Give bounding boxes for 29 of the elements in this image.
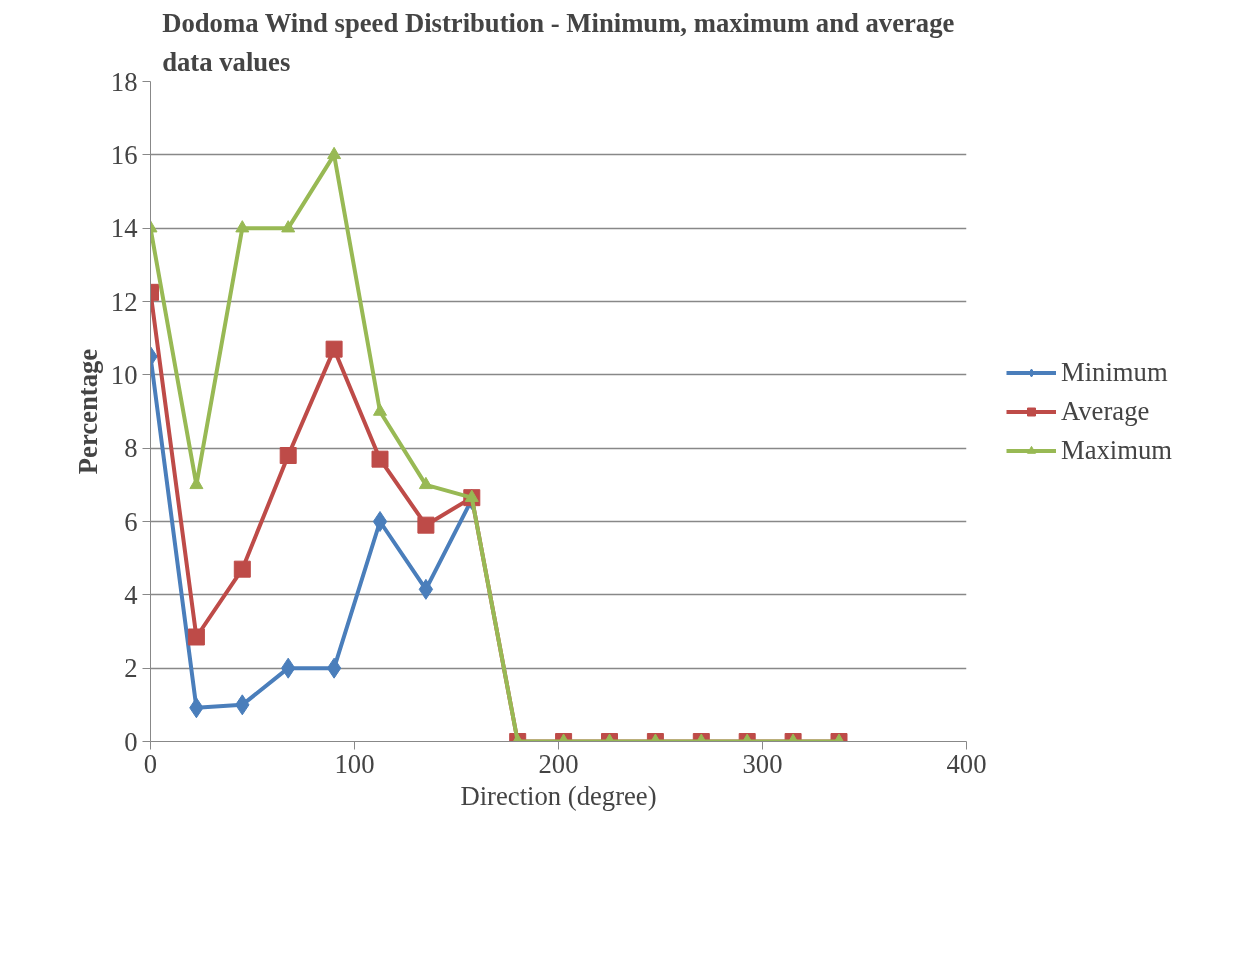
y-tick-label: 18	[110, 66, 138, 97]
point	[371, 450, 389, 468]
y-tick-label: 4	[124, 579, 138, 610]
point	[464, 489, 479, 502]
x-tick-label: 200	[538, 748, 579, 779]
y-tick-label: 16	[110, 139, 138, 170]
y-tick-label: 12	[110, 286, 138, 317]
x-axis-title: Direction (degree)	[460, 780, 657, 811]
point	[325, 340, 343, 358]
y-tick-label: 6	[124, 506, 138, 537]
legend-label: Minimum	[1061, 356, 1168, 388]
y-axis-title: Percentage	[72, 348, 103, 475]
point	[418, 476, 433, 490]
point	[235, 220, 250, 233]
legend-label: Maximum	[1061, 434, 1173, 466]
y-tick-label: 0	[124, 726, 138, 757]
legend-label: Average	[1061, 395, 1150, 427]
point	[279, 447, 297, 464]
x-tick-label: 0	[143, 748, 158, 779]
point	[281, 220, 296, 233]
x-tick-label: 400	[946, 748, 987, 779]
point	[373, 403, 387, 416]
y-tick-label: 10	[110, 359, 138, 390]
y-tick-label: 8	[124, 433, 138, 464]
y-tick-label: 14	[110, 213, 138, 244]
chart-title: Dodoma Wind speed Distribution - Minimum, maximum and average data values	[162, 7, 955, 77]
x-tick-label: 100	[334, 748, 375, 779]
y-tick-label: 2	[124, 653, 138, 684]
x-tick-label: 300	[742, 748, 783, 779]
